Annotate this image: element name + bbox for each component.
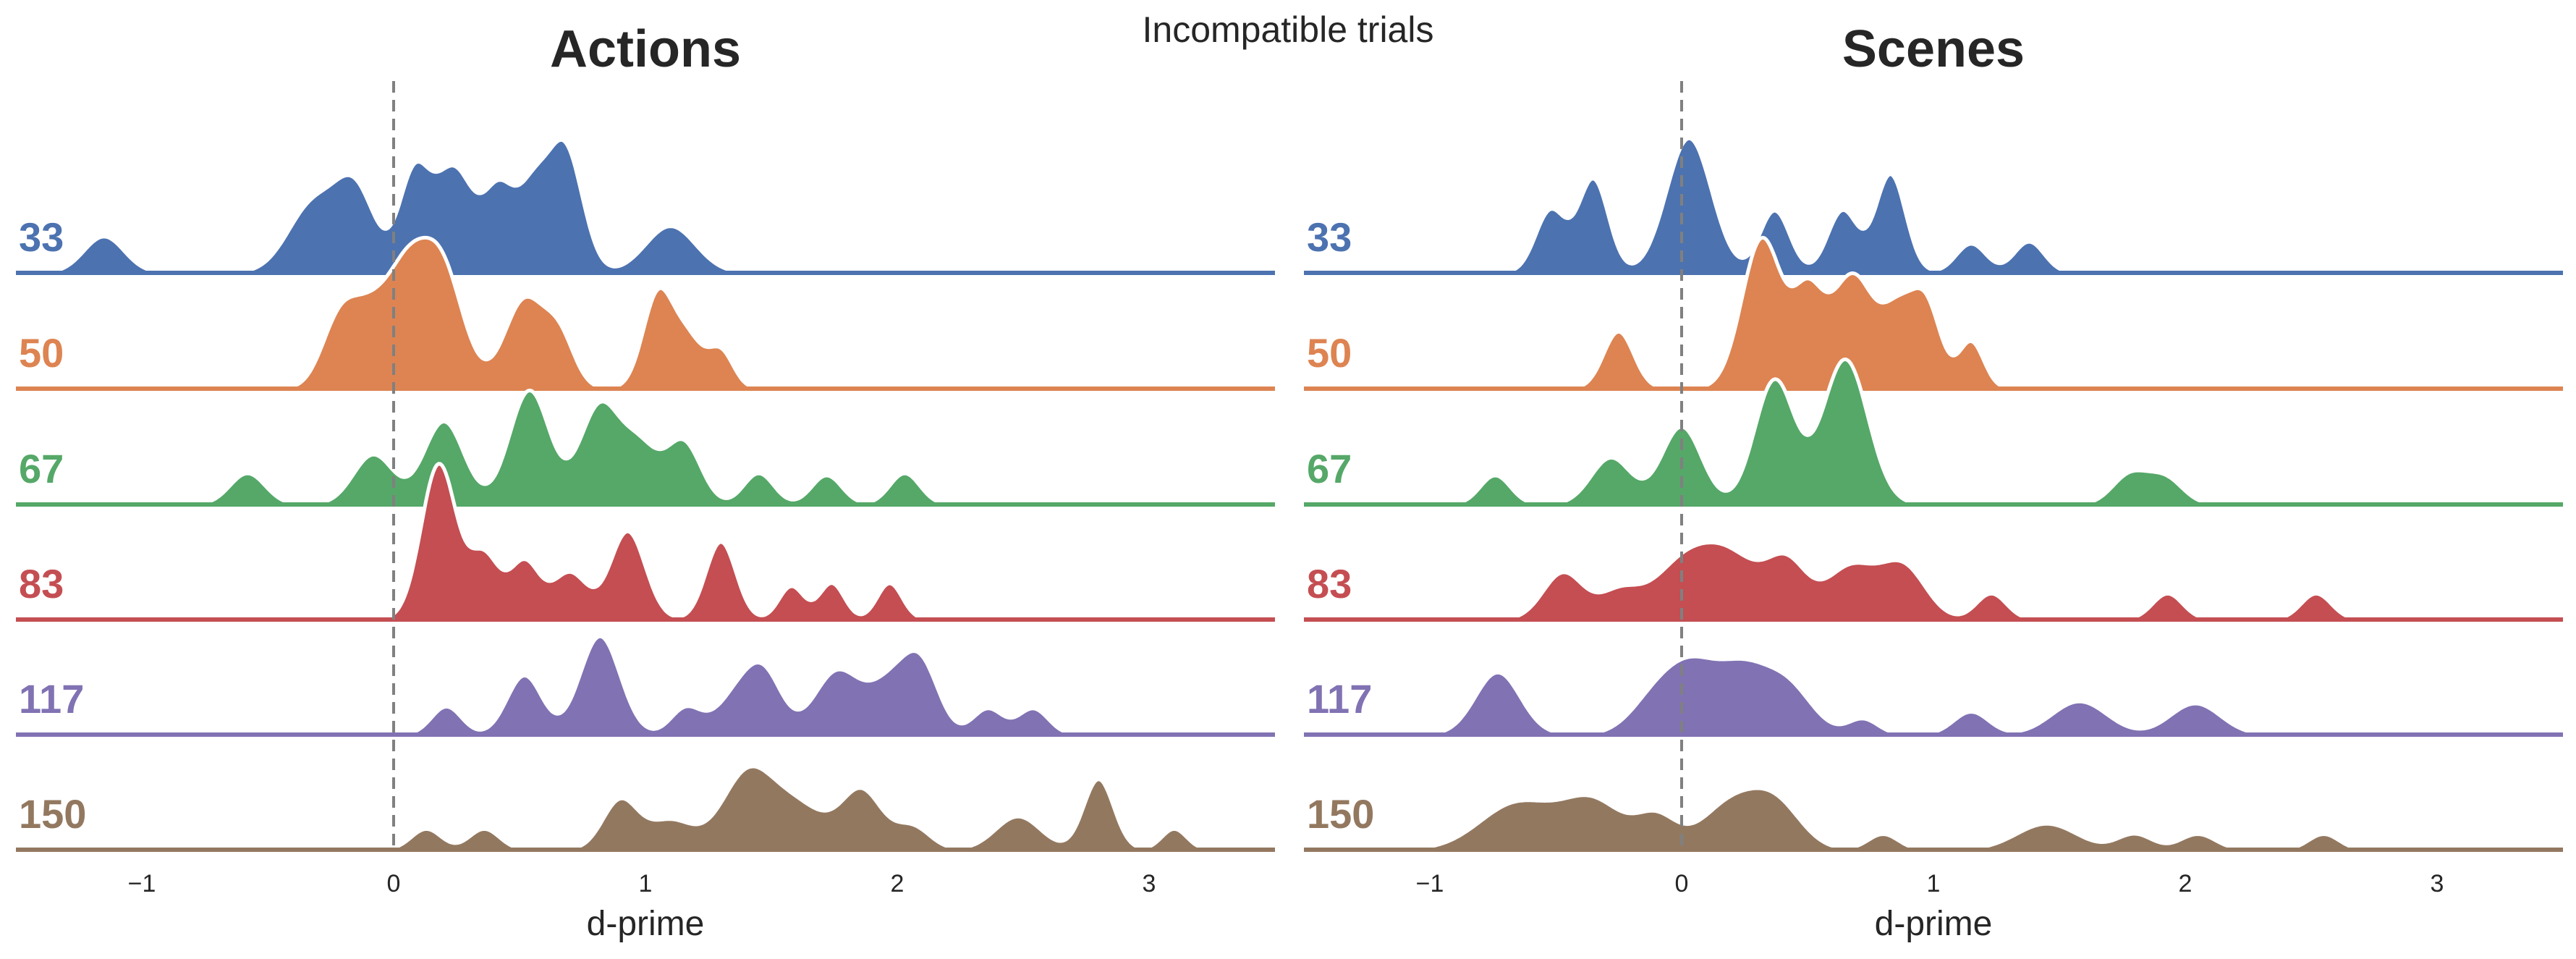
x-tick-label: 2 [891,870,904,897]
actions-panel: Actions 33 50 67 83 117 150 −1 0 1 2 3 d-prime [14,20,1277,943]
x-tick-label: 0 [1675,870,1689,897]
x-tick-label: 3 [1143,870,1156,897]
row-label-117: 117 [19,676,84,722]
x-tick-label: 1 [639,870,653,897]
x-tick-label: 3 [2431,870,2444,897]
row-label-83: 83 [1307,561,1352,607]
x-tick-label: 0 [387,870,401,897]
chart-suptitle: Incompatible trials [1143,9,1434,50]
panel-title: Actions [550,20,741,78]
row-label-117: 117 [1307,676,1372,722]
x-axis-label: d-prime [1875,905,1993,943]
row-label-150: 150 [19,791,86,837]
row-label-33: 33 [1307,214,1352,260]
row-label-50: 50 [19,330,64,376]
row-label-150: 150 [1307,791,1374,837]
x-axis-label: d-prime [587,905,705,943]
panel-title: Scenes [1842,20,2025,78]
x-tick-label: −1 [1416,870,1444,897]
scenes-panel: Scenes 33 50 67 83 117 150 −1 0 1 2 3 d-prime [1302,20,2565,943]
row-label-33: 33 [19,214,64,260]
row-label-67: 67 [19,446,64,491]
x-tick-label: −1 [128,870,156,897]
x-tick-label: 1 [1927,870,1941,897]
x-tick-label: 2 [2179,870,2192,897]
row-label-67: 67 [1307,446,1352,491]
row-label-83: 83 [19,561,64,607]
row-label-50: 50 [1307,330,1352,376]
